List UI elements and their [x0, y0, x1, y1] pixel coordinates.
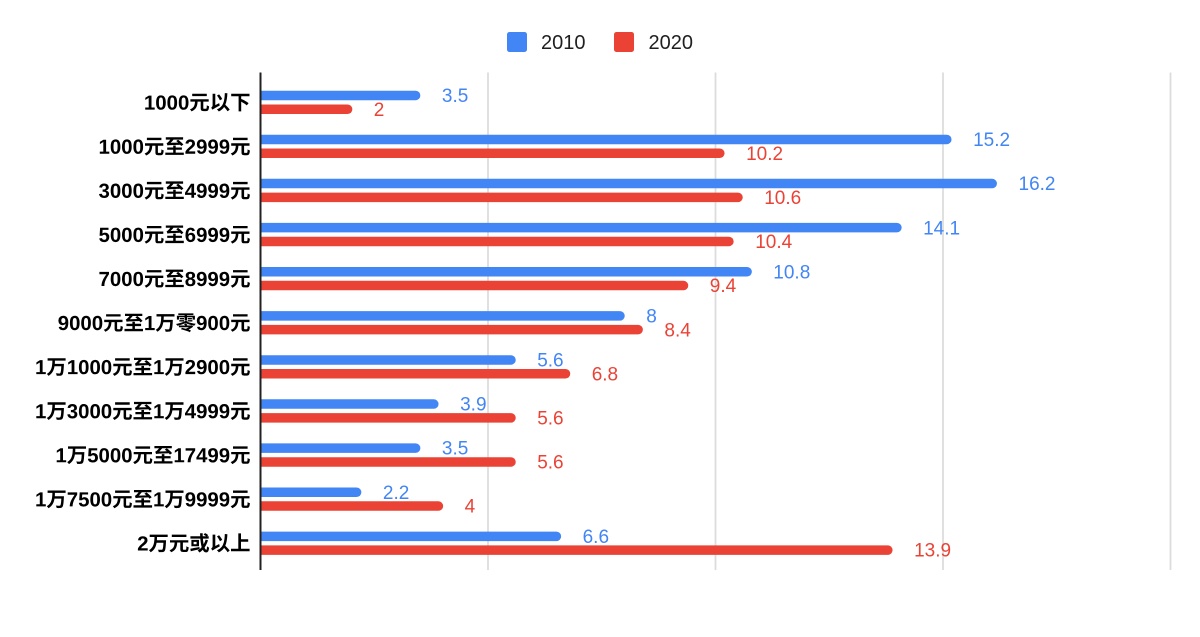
svg-text:10.6: 10.6 — [764, 188, 801, 209]
svg-text:5.6: 5.6 — [537, 453, 563, 474]
svg-text:16.2: 16.2 — [1019, 174, 1056, 195]
svg-text:5.6: 5.6 — [537, 351, 563, 372]
svg-text:5.6: 5.6 — [537, 408, 563, 429]
svg-text:2020: 2020 — [649, 32, 694, 54]
svg-text:6.8: 6.8 — [592, 364, 618, 385]
svg-text:4: 4 — [465, 497, 476, 518]
svg-text:6.6: 6.6 — [583, 527, 609, 548]
svg-text:14.1: 14.1 — [923, 218, 960, 239]
svg-text:10.4: 10.4 — [755, 232, 792, 253]
svg-text:15.2: 15.2 — [973, 130, 1010, 151]
svg-text:2.2: 2.2 — [383, 483, 409, 504]
svg-text:8.4: 8.4 — [664, 320, 691, 341]
svg-text:3.5: 3.5 — [442, 439, 468, 460]
svg-text:13.9: 13.9 — [914, 541, 951, 562]
svg-text:10.8: 10.8 — [773, 262, 810, 283]
svg-text:8: 8 — [646, 307, 657, 328]
svg-text:3.5: 3.5 — [442, 86, 468, 107]
svg-text:3.9: 3.9 — [460, 395, 486, 416]
svg-text:10.2: 10.2 — [746, 144, 783, 165]
svg-text:2: 2 — [374, 100, 385, 121]
svg-text:9.4: 9.4 — [710, 276, 737, 297]
svg-text:2010: 2010 — [541, 32, 586, 54]
